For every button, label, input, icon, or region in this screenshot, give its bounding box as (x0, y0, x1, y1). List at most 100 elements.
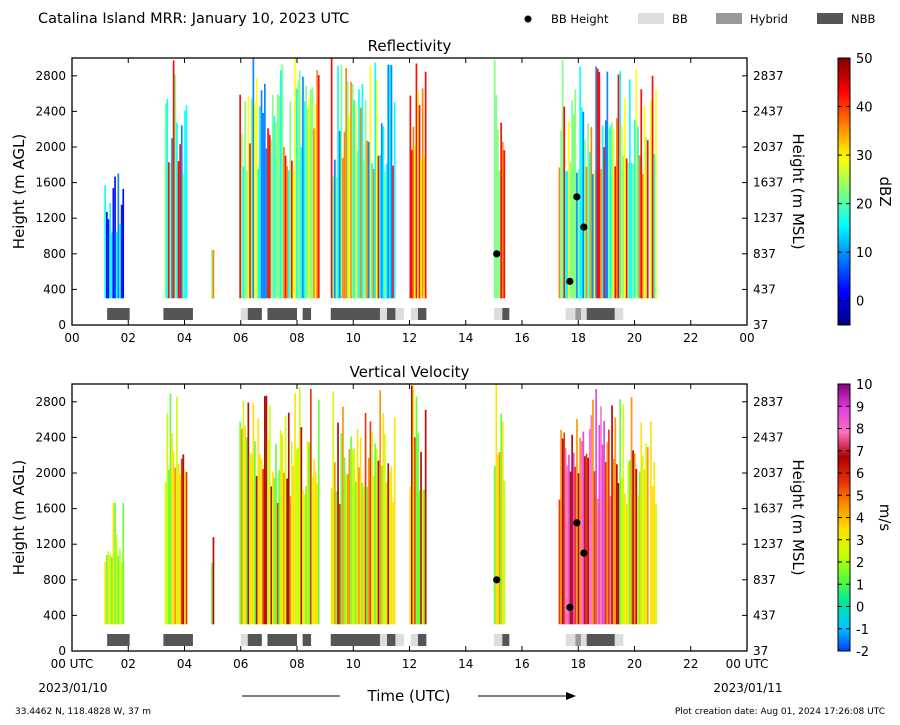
echo-stripe (600, 406, 602, 625)
echo-stripe (291, 160, 293, 299)
echo-stripe (255, 78, 258, 299)
echo-stripe (366, 486, 368, 625)
echo-stripe (363, 160, 365, 299)
echo-stripe (211, 249, 213, 299)
echo-segment (330, 390, 396, 625)
classification-block-bb (395, 308, 404, 320)
echo-stripe (279, 429, 282, 625)
colorbar (837, 57, 851, 326)
colorbar-tick-label: 3 (856, 534, 864, 549)
echo-stripe (267, 439, 269, 625)
echo-stripe (495, 94, 498, 299)
echo-stripe (630, 397, 633, 625)
echo-stripe (250, 98, 253, 299)
x-tick-label: 02 (121, 657, 136, 671)
classification-block-nbb (163, 308, 193, 320)
echo-stripe (364, 99, 367, 299)
echo-stripe (379, 154, 381, 299)
echo-stripe (268, 135, 271, 299)
colorbar-tick-label: 0 (856, 295, 864, 310)
classification-block-nbb (417, 634, 427, 646)
x-tick-label: 00 UTC (726, 657, 769, 671)
echo-stripe (415, 63, 418, 299)
echo-stripe (119, 548, 121, 625)
echo-stripe (265, 148, 268, 299)
colorbar-tick-label: 20 (856, 198, 873, 213)
echo-stripe (630, 162, 633, 299)
echo-stripe (609, 125, 612, 299)
echo-stripe (286, 166, 288, 299)
colorbar-tick-label: 50 (856, 52, 873, 67)
y2-tick-label: 2037 (753, 466, 784, 480)
echo-stripe (579, 437, 581, 625)
bb-height-point (580, 223, 588, 231)
echo-stripe (270, 486, 273, 625)
echo-stripe (389, 65, 391, 299)
echo-stripe (582, 111, 585, 299)
echo-stripe (563, 432, 566, 625)
echo-stripe (584, 139, 586, 299)
echo-stripe (617, 483, 620, 625)
echo-stripe (500, 122, 502, 299)
echo-stripe (376, 79, 378, 299)
echo-stripe (377, 155, 380, 299)
x-tick-label: 22 (683, 331, 698, 345)
echo-stripe (600, 169, 602, 299)
echo-stripe (371, 432, 373, 625)
echo-stripe (346, 81, 349, 299)
colorbar-tick-label: 9 (856, 400, 864, 415)
echo-stripe (177, 464, 180, 625)
echo-stripe (245, 170, 248, 299)
echo-stripe (351, 449, 354, 625)
echo-stripe (278, 96, 281, 299)
classification-block-nbb (502, 634, 510, 646)
echo-segment (493, 59, 506, 299)
y-tick-label: 2000 (35, 466, 66, 480)
echo-stripe (558, 167, 561, 299)
echo-segment (617, 397, 649, 625)
y-axis-label: Height (m AGL) (10, 460, 28, 575)
echo-stripe (580, 441, 583, 625)
echo-segment (617, 69, 649, 299)
echo-stripe (241, 132, 243, 299)
echo-stripe (411, 149, 413, 299)
echo-stripe (612, 129, 615, 299)
echo-stripe (332, 391, 335, 625)
echo-stripe (287, 170, 290, 299)
echo-stripe (645, 137, 647, 299)
echo-stripe (275, 122, 277, 299)
colorbar-tick-label: 4 (856, 512, 864, 527)
classification-block-nbb (417, 308, 427, 320)
echo-stripe (614, 417, 617, 625)
echo-segment (650, 75, 657, 299)
echo-stripe (587, 457, 589, 625)
echo-stripe (642, 173, 644, 299)
echo-stripe (571, 434, 573, 625)
echo-stripe (275, 443, 277, 625)
echo-stripe (564, 447, 567, 625)
echo-stripe (561, 60, 564, 299)
y-tick-label: 1600 (35, 502, 66, 516)
echo-stripe (356, 151, 359, 299)
echo-stripe (374, 443, 377, 625)
echo-stripe (620, 477, 623, 625)
echo-segment (164, 393, 188, 625)
legend: BB Height BB Hybrid NBB (524, 12, 875, 26)
echo-stripe (588, 152, 591, 299)
echo-stripe (284, 155, 287, 299)
echo-stripe (298, 70, 301, 299)
echo-stripe (616, 118, 618, 299)
echo-stripe (106, 211, 108, 299)
echo-stripe (109, 554, 111, 625)
classification-block-bb (379, 308, 387, 320)
echo-stripe (242, 400, 245, 625)
echo-stripe (414, 144, 416, 299)
legend-bb-height-marker (524, 15, 532, 23)
echo-stripe (174, 74, 177, 299)
echo-stripe (414, 437, 416, 625)
echo-stripe (376, 449, 378, 625)
y2-tick-label: 1637 (753, 502, 784, 516)
echo-stripe (366, 140, 368, 299)
echo-stripe (604, 462, 607, 625)
